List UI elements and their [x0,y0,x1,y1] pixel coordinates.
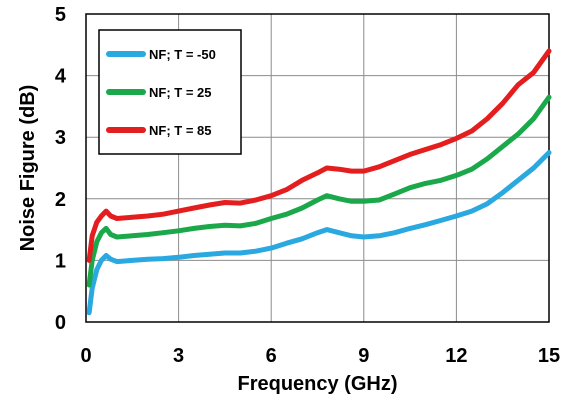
series-layer [86,48,552,316]
plot-area-border [85,13,550,323]
y-axis-title: Noise Figure (dB) [17,85,39,252]
y-tick-label: 4 [55,66,67,88]
x-tick-label: 6 [266,345,277,367]
y-tick-label: 2 [55,189,66,211]
x-axis-ticks: 0 3 6 9 12 15 [80,345,560,367]
legend: NF; T = -50 NF; T = 25 NF; T = 85 [98,29,242,155]
series-line-3 [86,48,552,263]
y-axis-ticks: 0 1 2 3 4 5 [55,4,67,334]
y-tick-label: 5 [55,4,66,26]
x-tick-label: 15 [538,345,560,367]
series-line-2 [86,94,552,288]
legend-label-1: NF; T = -50 [149,47,216,62]
x-tick-label: 0 [80,345,91,367]
x-axis-title: Frequency (GHz) [237,373,397,395]
legend-label-2: NF; T = 25 [149,85,212,100]
series-line-1 [86,150,552,316]
x-tick-label: 3 [173,345,184,367]
legend-label-3: NF; T = 85 [149,123,212,138]
y-tick-label: 0 [55,312,66,334]
legend-entries: NF; T = -50 NF; T = 25 NF; T = 85 [106,47,216,138]
y-tick-label: 3 [55,127,66,149]
x-tick-label: 9 [358,345,369,367]
x-tick-label: 12 [445,345,467,367]
y-tick-label: 1 [55,250,66,272]
